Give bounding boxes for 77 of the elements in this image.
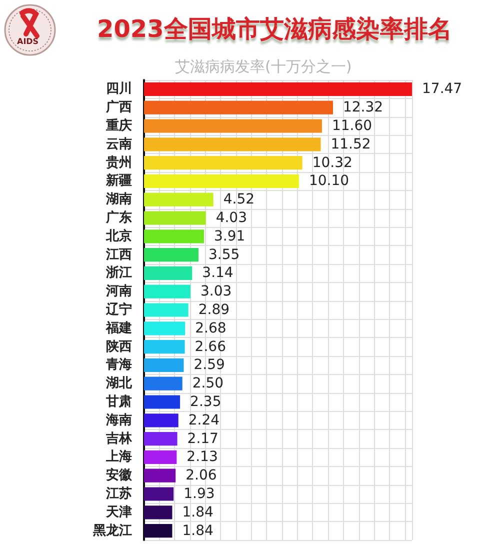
data-label: 1.93 xyxy=(184,486,215,502)
y-tick-label: 安徽 xyxy=(106,467,133,484)
data-label: 2.13 xyxy=(186,449,218,466)
bar xyxy=(144,506,172,520)
data-label: 3.03 xyxy=(200,284,232,300)
data-label: 1.84 xyxy=(182,504,214,520)
data-label: 2.59 xyxy=(194,357,225,374)
bar xyxy=(144,284,190,298)
bar xyxy=(144,248,198,262)
bar xyxy=(144,322,186,336)
chart-subtitle: 艾滋病病发率(十万分之一) xyxy=(175,58,352,76)
bar xyxy=(144,303,188,317)
y-tick-label: 天津 xyxy=(105,504,132,520)
y-tick-label: 云南 xyxy=(106,136,132,152)
y-tick-label: 上海 xyxy=(105,450,132,465)
y-tick-label: 江苏 xyxy=(105,486,132,502)
data-label: 2.35 xyxy=(190,394,222,410)
data-label: 4.52 xyxy=(223,192,255,208)
y-tick-label: 辽宁 xyxy=(105,302,132,318)
bar xyxy=(144,119,322,133)
data-label: 2.06 xyxy=(186,468,217,484)
bar xyxy=(144,524,172,538)
bar xyxy=(144,450,177,464)
data-label: 17.47 xyxy=(422,81,462,98)
bar xyxy=(144,192,214,206)
data-label: 2.24 xyxy=(188,412,220,428)
data-label: 2.50 xyxy=(192,376,224,392)
y-tick-label: 湖北 xyxy=(105,376,133,392)
data-label: 3.55 xyxy=(208,246,240,263)
y-tick-label: 新疆 xyxy=(105,172,132,189)
bar xyxy=(144,100,333,114)
y-tick-label: 四川 xyxy=(106,82,132,97)
data-label: 2.17 xyxy=(187,430,218,447)
data-label: 2.89 xyxy=(198,302,230,318)
data-label: 12.32 xyxy=(342,100,384,116)
y-tick-label: 贵州 xyxy=(105,154,132,170)
bar xyxy=(144,487,174,501)
bar xyxy=(144,230,204,244)
y-tick-label: 海南 xyxy=(105,412,132,428)
y-tick-label: 湖南 xyxy=(105,192,132,208)
y-tick-label: 黑龙江 xyxy=(92,523,132,538)
y-tick-label: 江西 xyxy=(105,247,132,262)
y-tick-label: 广西 xyxy=(105,99,132,116)
y-tick-label: 浙江 xyxy=(105,266,132,281)
text: AIDS xyxy=(17,37,39,46)
y-tick-label: 甘肃 xyxy=(105,394,132,410)
data-label: 11.52 xyxy=(330,136,371,152)
bar xyxy=(144,211,206,225)
bar xyxy=(144,174,299,188)
y-tick-label: 福建 xyxy=(105,320,132,336)
bar xyxy=(144,340,185,354)
bar xyxy=(144,266,192,280)
y-tick-label: 广东 xyxy=(105,210,132,226)
data-label: 10.10 xyxy=(308,173,350,190)
data-label: 11.60 xyxy=(332,118,372,134)
y-tick-label: 吉林 xyxy=(105,431,133,446)
data-label: 3.14 xyxy=(202,265,234,282)
data-label: 4.03 xyxy=(216,210,247,226)
data-label: 3.91 xyxy=(214,228,246,244)
bar xyxy=(144,395,180,409)
data-label: 2.66 xyxy=(194,338,226,355)
y-tick-label: 重庆 xyxy=(105,118,132,134)
data-label: 1.84 xyxy=(182,522,214,539)
y-tick-label: 北京 xyxy=(105,228,132,244)
bar xyxy=(144,414,178,428)
data-label: 2.68 xyxy=(195,320,226,336)
y-tick-label: 青海 xyxy=(105,358,132,373)
y-tick-label: 河南 xyxy=(105,284,132,300)
bar xyxy=(144,376,182,390)
y-tick-label: 陕西 xyxy=(106,339,132,354)
bar xyxy=(144,468,176,482)
data-label: 10.32 xyxy=(312,154,352,171)
bar xyxy=(144,432,178,446)
bar xyxy=(144,358,184,372)
chart-title: 2023全国城市艾滋病感染率排名 xyxy=(97,15,452,43)
bar xyxy=(144,156,302,170)
bar xyxy=(144,138,321,152)
